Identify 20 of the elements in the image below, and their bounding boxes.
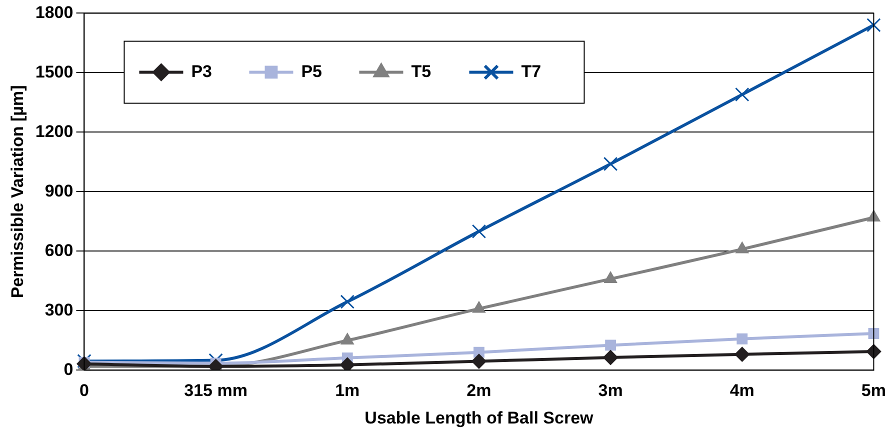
x-tick-label: 2m: [466, 381, 492, 400]
y-tick-label: 1200: [35, 122, 74, 141]
y-tick-label: 900: [44, 181, 74, 200]
x-tick-label: 0: [79, 381, 89, 400]
x-tick-label: 5m: [861, 381, 886, 400]
legend-label: P3: [191, 62, 212, 81]
x-tick-label: 315 mm: [184, 381, 248, 400]
y-axis-title: Permissible Variation [µm]: [8, 85, 27, 298]
legend-label: T5: [411, 62, 432, 81]
legend-label: P5: [301, 62, 322, 81]
legend-label: T7: [521, 62, 542, 81]
x-axis-title: Usable Length of Ball Screw: [364, 408, 594, 428]
y-tick-label: 1500: [35, 62, 74, 82]
y-tick-label: 300: [44, 300, 74, 320]
y-tick-label: 1800: [35, 2, 74, 22]
x-tick-label: 1m: [335, 381, 360, 400]
y-tick-label: 0: [64, 360, 74, 379]
x-tick-label: 4m: [730, 381, 754, 400]
y-tick-label: 600: [44, 240, 74, 260]
x-tick-label: 3m: [598, 381, 623, 400]
